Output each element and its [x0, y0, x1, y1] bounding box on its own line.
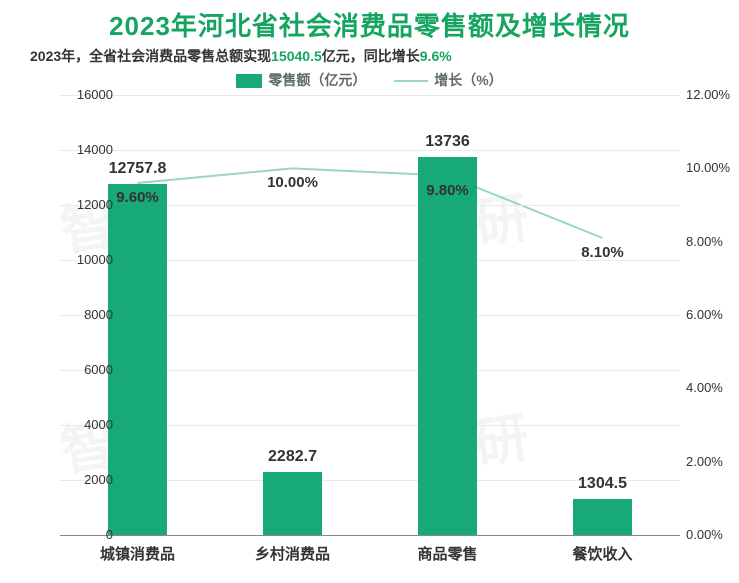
chart-container: 2023年河北省社会消费品零售额及增长情况 2023年，全省社会消费品零售总额实…: [0, 0, 739, 583]
y-right-tick: 2.00%: [686, 454, 739, 469]
y-left-tick: 4000: [63, 417, 113, 432]
subtitle-unit: 亿元，同比增长: [322, 48, 420, 64]
subtitle-growth: 9.6%: [420, 48, 452, 64]
plot-area: 12757.89.60%2282.710.00%137369.80%1304.5…: [60, 95, 680, 535]
legend-bar-label: 零售额（亿元）: [268, 72, 366, 88]
growth-value-label: 8.10%: [553, 244, 653, 261]
y-right-tick: 0.00%: [686, 527, 739, 542]
y-left-tick: 10000: [63, 252, 113, 267]
y-right-tick: 8.00%: [686, 234, 739, 249]
y-right-tick: 6.00%: [686, 307, 739, 322]
x-category-label: 城镇消费品: [68, 543, 208, 564]
legend-line-label: 增长（%）: [434, 72, 502, 88]
bar-value-label: 12757.8: [78, 160, 198, 178]
bar: [573, 499, 632, 535]
y-left-tick: 16000: [63, 87, 113, 102]
bar-value-label: 13736: [388, 133, 508, 151]
growth-value-label: 9.80%: [398, 182, 498, 199]
growth-value-label: 10.00%: [243, 174, 343, 191]
legend-line-swatch: [394, 80, 428, 82]
bar: [418, 157, 477, 535]
y-left-tick: 14000: [63, 142, 113, 157]
y-left-tick: 6000: [63, 362, 113, 377]
subtitle-prefix: 2023年，全省社会消费品零售总额实现: [30, 48, 271, 64]
y-right-tick: 4.00%: [686, 380, 739, 395]
x-category-label: 乡村消费品: [223, 543, 363, 564]
y-right-tick: 12.00%: [686, 87, 739, 102]
y-left-tick: 8000: [63, 307, 113, 322]
subtitle-value: 15040.5: [271, 48, 322, 64]
y-left-tick: 2000: [63, 472, 113, 487]
y-right-tick: 10.00%: [686, 160, 739, 175]
x-category-label: 商品零售: [378, 543, 518, 564]
bar-value-label: 2282.7: [233, 448, 353, 466]
x-category-label: 餐饮收入: [533, 543, 673, 564]
x-axis-line: [60, 535, 680, 536]
bar: [263, 472, 322, 535]
chart-title: 2023年河北省社会消费品零售额及增长情况: [0, 6, 739, 43]
gridline: [60, 150, 680, 151]
legend-bar-swatch: [236, 74, 262, 88]
y-left-tick: 12000: [63, 197, 113, 212]
bar-value-label: 1304.5: [543, 475, 663, 493]
bar: [108, 184, 167, 535]
gridline: [60, 95, 680, 96]
y-left-tick: 0: [63, 527, 113, 542]
chart-subtitle: 2023年，全省社会消费品零售总额实现15040.5亿元，同比增长9.6%: [30, 46, 452, 66]
